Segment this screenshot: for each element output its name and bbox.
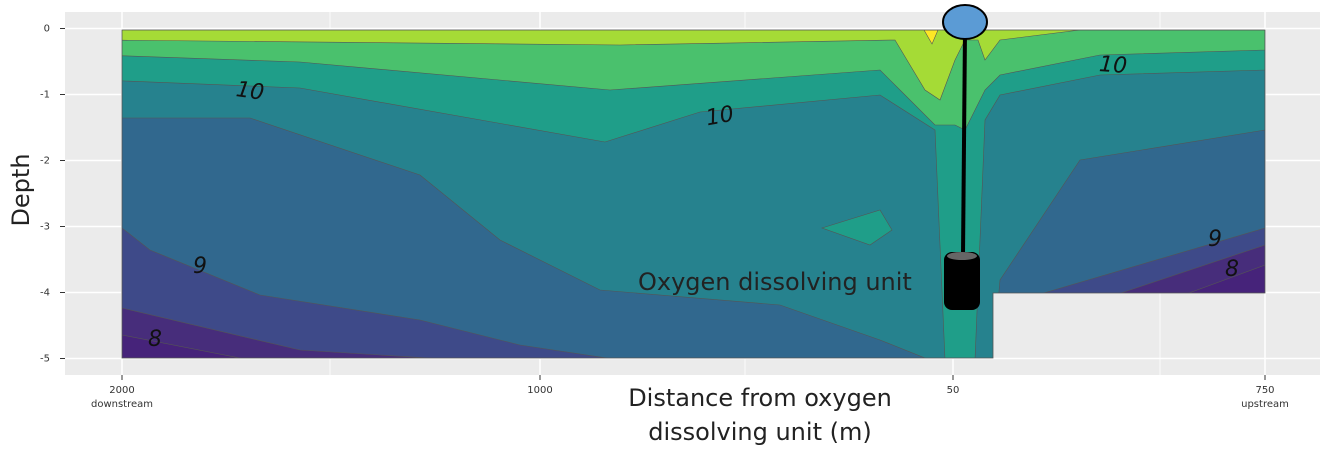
y-tick-label: 0 bbox=[44, 24, 50, 35]
x-tick-label: 50 bbox=[947, 385, 960, 396]
y-tick-label: -4 bbox=[40, 288, 50, 299]
contour-label: 9 bbox=[193, 254, 207, 279]
contour-label: 8 bbox=[1225, 257, 1239, 282]
y-tick-label: -1 bbox=[40, 90, 50, 101]
x-tick-label: 750 bbox=[1255, 385, 1274, 396]
x-axis-title: Distance from oxygen bbox=[628, 384, 892, 412]
x-tick-sublabel: upstream bbox=[1241, 399, 1289, 410]
y-tick-label: -2 bbox=[40, 156, 50, 167]
y-tick-label: -5 bbox=[40, 354, 50, 365]
chart: Oxygen dissolving unit Depth Distance fr… bbox=[0, 0, 1323, 450]
contour-label: 10 bbox=[1098, 52, 1128, 79]
contour-label: 9 bbox=[1208, 227, 1222, 252]
x-tick-label: 1000 bbox=[527, 385, 552, 396]
y-axis-title: Depth bbox=[7, 153, 35, 226]
x-axis-title: dissolving unit (m) bbox=[648, 418, 871, 446]
x-tick-label: 2000 bbox=[109, 385, 134, 396]
x-tick-sublabel: downstream bbox=[91, 399, 153, 410]
annotation: Oxygen dissolving unit bbox=[638, 268, 912, 296]
y-tick-label: -3 bbox=[40, 222, 50, 233]
contour-label: 10 bbox=[234, 77, 265, 106]
contour-label: 8 bbox=[148, 327, 162, 352]
contour-label: 10 bbox=[704, 102, 736, 131]
